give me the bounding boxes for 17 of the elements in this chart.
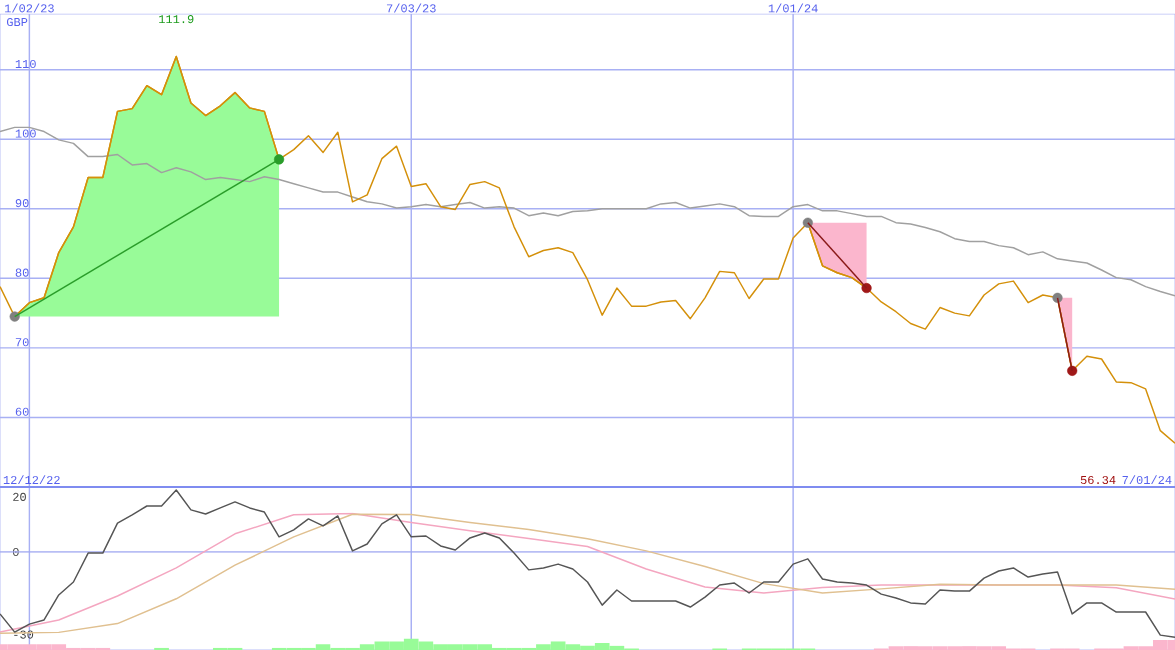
y-axis-title: GBP xyxy=(6,17,28,27)
annotation: 111.9 xyxy=(159,15,194,24)
annotation: 12/12/22 xyxy=(3,475,60,485)
y-tick-label: 70 xyxy=(15,338,29,347)
y-tick-label: -30 xyxy=(14,630,34,639)
x-tick-label: 1/02/23 xyxy=(5,3,54,13)
y-tick-label: 110 xyxy=(15,59,36,69)
y-tick-label: 60 xyxy=(15,407,29,416)
annotation: 56.34 xyxy=(1080,475,1116,485)
y-tick-label: 80 xyxy=(15,268,29,277)
y-tick-label: 20 xyxy=(13,492,26,501)
x-tick-label: 1/01/24 xyxy=(768,3,818,13)
y-tick-label: 0 xyxy=(13,547,19,557)
y-tick-label: 100 xyxy=(15,129,36,138)
x-tick-label: 7/03/23 xyxy=(386,3,436,13)
y-tick-label: 90 xyxy=(15,199,29,208)
annotation: 7/01/24 xyxy=(1122,475,1172,485)
